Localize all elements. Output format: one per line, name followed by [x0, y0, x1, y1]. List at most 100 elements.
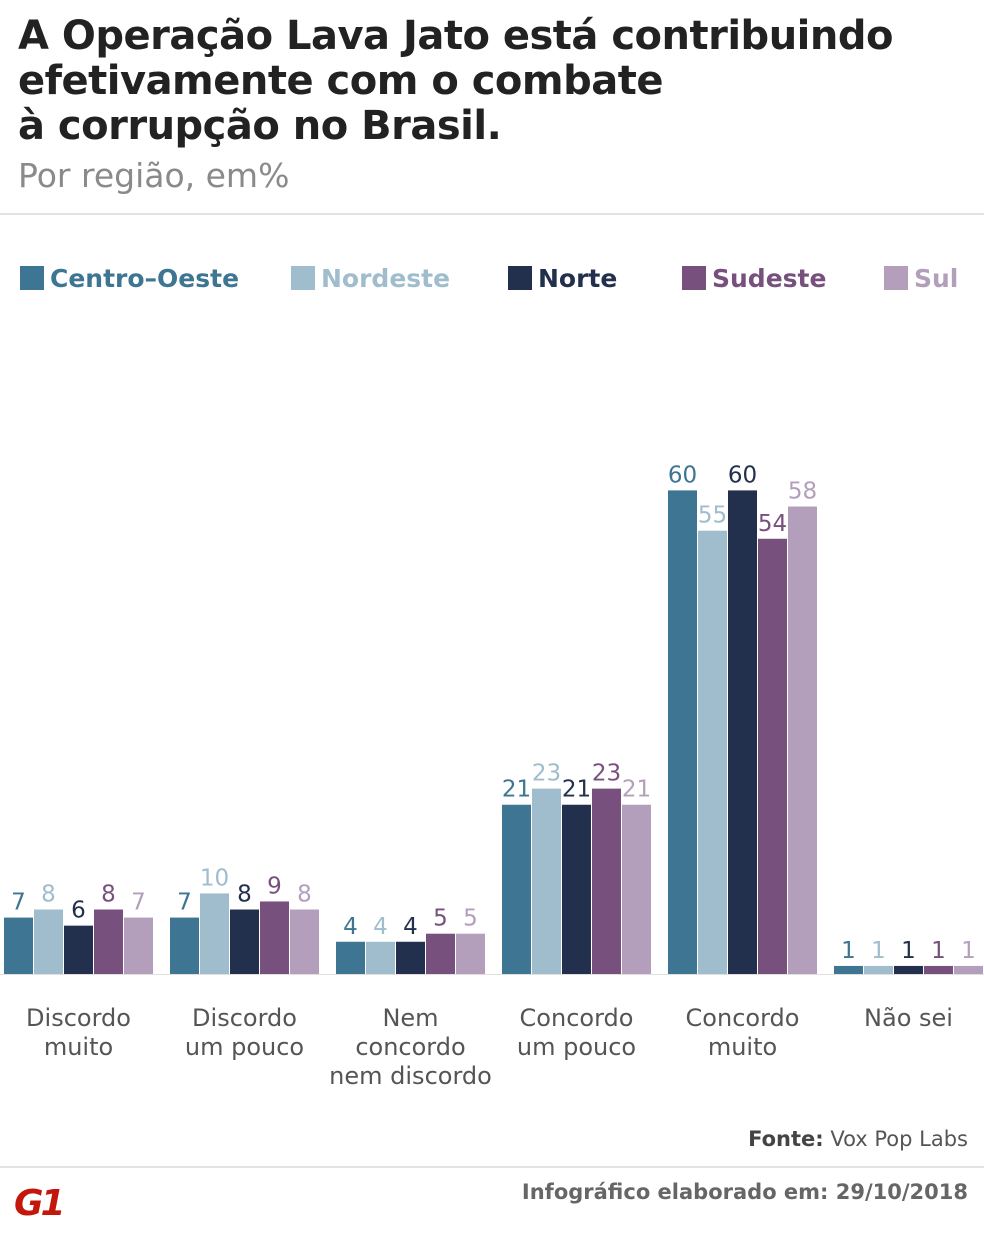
category-label-line: muito: [44, 1033, 113, 1061]
category-label-line: um pouco: [517, 1033, 636, 1061]
bar-value-label: 60: [668, 462, 697, 488]
bar: [34, 909, 63, 974]
bar-value-label: 1: [961, 938, 976, 964]
credit-note: Infográfico elaborado em: 29/10/2018: [521, 1180, 968, 1204]
legend-swatch: [884, 266, 908, 290]
category-label: Discordo muito: [26, 1004, 131, 1061]
bar: [4, 917, 33, 974]
bar: [124, 917, 153, 974]
category-label: Nem concordo nem discordo: [329, 1004, 492, 1090]
bar: [64, 925, 93, 974]
legend-swatch: [682, 266, 706, 290]
category-label: Concordo um pouco: [517, 1004, 636, 1061]
bar-value-label: 21: [562, 777, 591, 803]
g1-logo: G1: [14, 1183, 66, 1224]
legend-label: Sul: [914, 263, 959, 293]
category-label-line: Nem: [382, 1004, 438, 1032]
bar: [622, 804, 651, 974]
bar-value-label: 4: [403, 914, 418, 940]
bar: [200, 893, 229, 974]
category-label-line: Concordo: [686, 1004, 800, 1032]
bar-value-label: 4: [343, 914, 358, 940]
bar-value-label: 60: [728, 462, 757, 488]
bar-value-label: 4: [373, 914, 388, 940]
legend-swatch: [508, 266, 532, 290]
legend-item-0: Centro–Oeste: [20, 262, 239, 294]
bar: [758, 538, 787, 974]
category-label-line: Não sei: [864, 1004, 953, 1032]
bar: [698, 530, 727, 974]
source-label: Fonte:: [748, 1127, 824, 1151]
category-label-line: nem discordo: [329, 1062, 492, 1090]
bar: [592, 788, 621, 974]
category-label-line: um pouco: [185, 1033, 304, 1061]
chart-subtitle: Por região, em%: [18, 156, 290, 195]
chart-title: A Operação Lava Jato está contribuindo e…: [18, 14, 978, 149]
bar-value-label: 8: [297, 882, 312, 908]
bar: [562, 804, 591, 974]
category-label-line: Discordo: [192, 1004, 297, 1032]
bar: [894, 965, 923, 974]
bar-value-label: 10: [200, 865, 229, 891]
bar-value-label: 8: [101, 882, 116, 908]
bar: [426, 933, 455, 974]
category-label-line: concordo: [355, 1033, 465, 1061]
bar: [94, 909, 123, 974]
bar: [532, 788, 561, 974]
bar: [728, 490, 757, 974]
bottom-divider: [0, 1166, 984, 1168]
bar: [396, 941, 425, 974]
bar: [834, 965, 863, 974]
legend-item-1: Nordeste: [291, 262, 450, 294]
bar-value-label: 5: [433, 906, 448, 932]
bar: [502, 804, 531, 974]
bar-value-label: 21: [502, 777, 531, 803]
bar: [954, 965, 983, 974]
top-divider: [0, 213, 984, 215]
bar: [788, 506, 817, 974]
bar-value-label: 9: [267, 873, 282, 899]
category-label-line: muito: [708, 1033, 777, 1061]
bar: [456, 933, 485, 974]
legend-swatch: [291, 266, 315, 290]
bar: [170, 917, 199, 974]
bar-value-label: 21: [622, 777, 651, 803]
legend-item-3: Sudeste: [682, 262, 826, 294]
title-line-3: à corrupção no Brasil.: [18, 103, 502, 149]
source-value: Vox Pop Labs: [830, 1127, 968, 1151]
legend-item-2: Norte: [508, 262, 617, 294]
bar-value-label: 8: [41, 882, 56, 908]
bar-value-label: 5: [463, 906, 478, 932]
title-line-2: efetivamente com o combate: [18, 58, 663, 104]
bar-value-label: 7: [131, 890, 146, 916]
bar-value-label: 1: [871, 938, 886, 964]
bar-value-label: 1: [901, 938, 916, 964]
category-label-line: Concordo: [520, 1004, 634, 1032]
bar-value-label: 7: [11, 890, 26, 916]
bar: [336, 941, 365, 974]
bar: [260, 901, 289, 974]
source-note: Fonte: Vox Pop Labs: [748, 1127, 968, 1151]
bar-value-label: 1: [841, 938, 856, 964]
legend-label: Norte: [538, 263, 618, 293]
bar: [290, 909, 319, 974]
bar: [366, 941, 395, 974]
category-label: Concordo muito: [686, 1004, 800, 1061]
bar-value-label: 23: [532, 761, 561, 787]
bar-value-label: 6: [71, 898, 86, 924]
title-line-1: A Operação Lava Jato está contribuindo: [18, 13, 893, 59]
legend-item-4: Sul: [884, 262, 958, 294]
category-label: Não sei: [864, 1004, 953, 1032]
bar: [668, 490, 697, 974]
category-label: Discordo um pouco: [185, 1004, 304, 1061]
legend-label: Nordeste: [321, 263, 451, 293]
bar-value-label: 8: [237, 882, 252, 908]
category-label-line: Discordo: [26, 1004, 131, 1032]
bar-value-label: 23: [592, 761, 621, 787]
legend-label: Centro–Oeste: [50, 263, 240, 293]
bar: [924, 965, 953, 974]
bar-value-label: 58: [788, 479, 817, 505]
legend-label: Sudeste: [712, 263, 827, 293]
bar-value-label: 7: [177, 890, 192, 916]
